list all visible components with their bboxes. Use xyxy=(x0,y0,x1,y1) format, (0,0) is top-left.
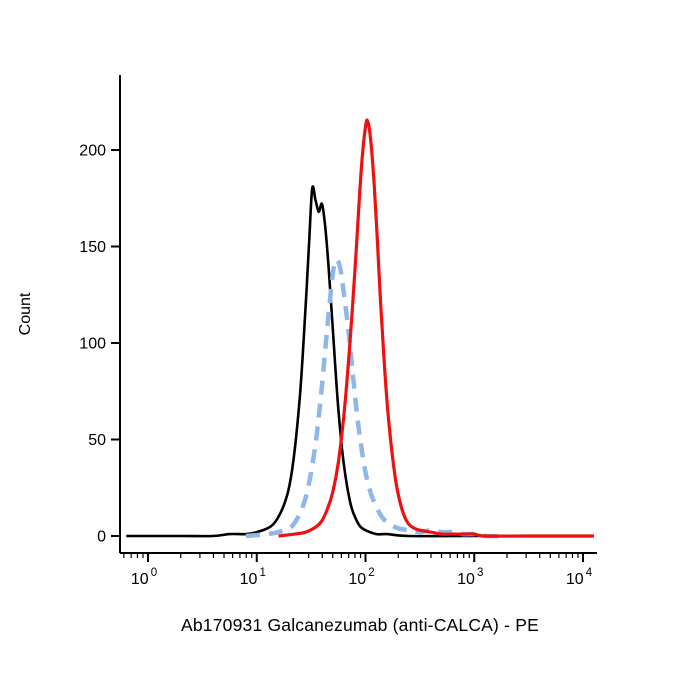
series-black-solid-control xyxy=(126,185,594,538)
series-red-solid-stained xyxy=(278,118,594,538)
x-tick-label: 10 3 xyxy=(457,567,483,588)
y-tick-label: 0 xyxy=(97,529,106,546)
y-tick-label: 200 xyxy=(79,143,106,160)
y-tick-label: 150 xyxy=(79,239,106,256)
y-axis-label-text: Count xyxy=(17,292,34,336)
x-tick-label: 10 4 xyxy=(566,567,593,588)
y-tick-label: 100 xyxy=(79,336,106,353)
series-blue-dashed-control xyxy=(245,257,507,539)
x-axis-title: Ab170931 Galcanezumab (anti-CALCA) - PE xyxy=(181,615,539,635)
x-tick-label: 10 1 xyxy=(240,567,266,588)
y-tick-label: 50 xyxy=(88,432,106,449)
x-tick-label: 10 0 xyxy=(131,567,157,588)
y-axis-label: Count xyxy=(17,293,35,336)
x-tick-label: 10 2 xyxy=(348,567,374,588)
